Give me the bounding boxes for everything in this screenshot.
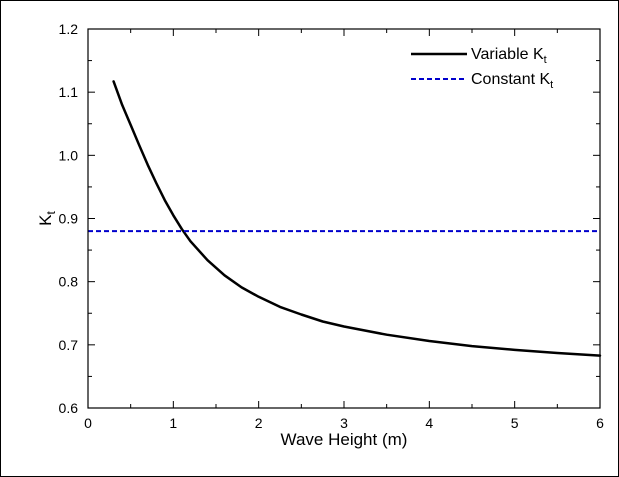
x-tick-label: 0 (84, 415, 92, 431)
y-tick-label: 1.2 (59, 21, 79, 37)
x-tick-label: 3 (340, 415, 348, 431)
y-tick-label: 0.6 (59, 400, 79, 416)
x-tick-label: 5 (511, 415, 519, 431)
x-tick-label: 2 (255, 415, 263, 431)
series-layer (88, 80, 602, 357)
y-tick-label: 1.0 (59, 147, 79, 163)
x-axis-label: Wave Height (m) (281, 430, 408, 449)
y-tick-label: 0.9 (59, 211, 79, 227)
plot-area (87, 28, 601, 409)
y-tick-label: 0.8 (59, 274, 79, 290)
x-tick-label: 1 (169, 415, 177, 431)
axis-tick-labels: 0 1 2 3 4 5 6 0.6 0.7 0.8 0.9 1.0 1.1 1.2 (59, 21, 605, 431)
x-tick-label: 4 (425, 415, 433, 431)
y-tick-label: 0.7 (59, 337, 79, 353)
series-variable-kt-line (112, 80, 602, 357)
y-axis-label: Kt (36, 211, 58, 226)
legend: Variable Kt Constant Kt (411, 46, 553, 91)
x-tick-label: 6 (596, 415, 604, 431)
legend-label-variable: Variable Kt (471, 46, 547, 66)
y-tick-label: 1.1 (59, 84, 79, 100)
legend-label-constant: Constant Kt (471, 71, 553, 91)
